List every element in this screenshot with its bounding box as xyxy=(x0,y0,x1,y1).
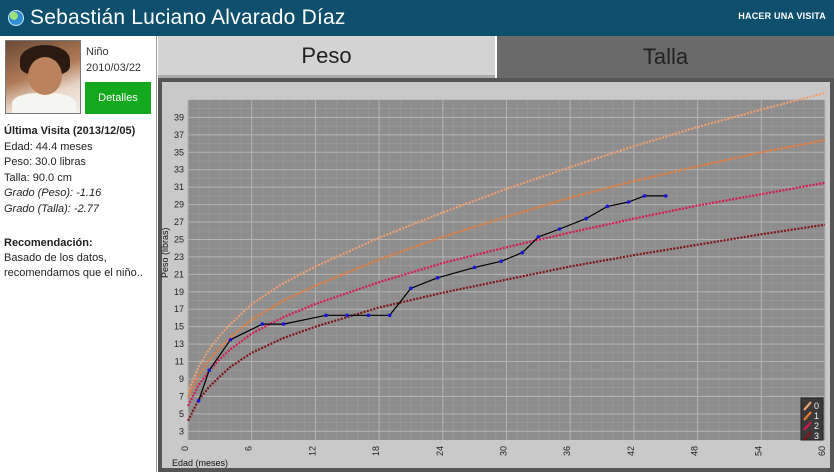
y-tick-label: 19 xyxy=(174,287,184,297)
y-tick-label: 37 xyxy=(174,130,184,140)
patient-data-point xyxy=(228,337,233,342)
y-tick-label: 31 xyxy=(174,182,184,192)
y-tick-label: 7 xyxy=(179,391,184,401)
chart-panel: 3 5 7 9 11 13 15 17 19 21 23 25 27 29 31 33 35 37 39 0 6 12 18… xyxy=(158,78,834,472)
last-visit-info: Última Visita (2013/12/05) Edad: 44.4 me… xyxy=(4,124,154,217)
tab-talla[interactable]: Talla xyxy=(497,36,834,78)
y-tick-label: 25 xyxy=(174,234,184,244)
x-tick-label: 36 xyxy=(562,446,572,456)
x-tick-label: 24 xyxy=(435,446,445,456)
y-tick-label: 29 xyxy=(174,200,184,210)
patient-data-point xyxy=(345,313,350,318)
y-tick-label: 17 xyxy=(174,304,184,314)
y-tick-label: 35 xyxy=(174,147,184,157)
patient-data-point xyxy=(520,250,525,255)
percentile-line-3 xyxy=(187,223,826,422)
globe-icon xyxy=(8,10,24,26)
patient-sidebar: Niño 2010/03/22 Detalles Última Visita (… xyxy=(0,36,157,472)
recommendation-title: Recomendación: xyxy=(4,237,93,249)
new-visit-button[interactable]: HACER UNA VISITA xyxy=(738,11,826,21)
y-tick-label: 23 xyxy=(174,252,184,262)
x-tick-label: 60 xyxy=(817,446,827,456)
x-tick-label: 48 xyxy=(690,446,700,456)
height-text: Talla: 90.0 cm xyxy=(4,171,72,184)
y-tick-label: 27 xyxy=(174,217,184,227)
patient-data-point xyxy=(557,227,562,231)
percentile-line-2 xyxy=(187,181,826,407)
legend-swatch-3 xyxy=(803,431,812,441)
legend-label-2: 2 xyxy=(814,421,819,431)
details-button[interactable]: Detalles xyxy=(85,82,151,114)
patient-data-point xyxy=(260,322,265,326)
y-tick-label: 39 xyxy=(174,112,184,122)
y-tick-label: 5 xyxy=(179,409,184,419)
legend-label-3: 3 xyxy=(814,431,819,441)
patient-data-point xyxy=(324,313,328,318)
patient-gender: Niño xyxy=(86,46,109,58)
y-tick-label: 9 xyxy=(179,374,184,384)
patient-data-point xyxy=(605,204,610,209)
y-tick-label: 21 xyxy=(174,269,184,279)
photo-shirt-shape xyxy=(12,93,76,113)
legend-swatch-2 xyxy=(803,421,812,431)
legend-label-1: 1 xyxy=(814,411,819,421)
percentile-line-1 xyxy=(187,139,826,398)
patient-data-point xyxy=(536,235,541,239)
tab-peso[interactable]: Peso xyxy=(158,36,495,78)
patient-data-point xyxy=(387,313,392,318)
patient-data-point xyxy=(435,276,440,280)
x-axis-label: Edad (meses) xyxy=(172,458,228,468)
patient-data-point xyxy=(409,286,413,291)
y-tick-label: 13 xyxy=(174,339,184,349)
patient-data-point xyxy=(584,216,588,221)
y-tick-label: 15 xyxy=(174,322,184,332)
top-bar: Sebastián Luciano Alvarado Díaz HACER UN… xyxy=(0,0,834,36)
patient-dob: 2010/03/22 xyxy=(86,62,142,74)
grade-height-text: Grado (Talla): -2.77 xyxy=(4,202,99,215)
recommendation-text: Basado de los datos, recomendamos que el… xyxy=(4,252,143,279)
patient-data-point xyxy=(366,313,371,318)
photo-face-shape xyxy=(28,57,62,95)
patient-data-point xyxy=(472,265,477,270)
recommendation: Recomendación: Basado de los datos, reco… xyxy=(4,236,154,281)
x-tick-label: 0 xyxy=(180,446,190,451)
patient-data-point xyxy=(207,368,212,373)
x-tick-label: 30 xyxy=(499,446,509,456)
last-visit-title: Última Visita (2013/12/05) xyxy=(4,125,136,137)
x-tick-label: 12 xyxy=(307,446,317,456)
patient-photo xyxy=(5,40,81,114)
age-text: Edad: 44.4 meses xyxy=(4,140,93,153)
x-tick-label: 54 xyxy=(753,446,763,456)
legend-swatch-0 xyxy=(803,401,812,411)
x-tick-label: 18 xyxy=(371,446,381,456)
x-tick-label: 6 xyxy=(244,446,254,451)
y-axis-label: Peso (libras) xyxy=(160,227,170,278)
weight-text: Peso: 30.0 libras xyxy=(4,156,86,168)
y-tick-label: 33 xyxy=(174,165,184,175)
legend-label-0: 0 xyxy=(814,401,819,411)
grade-weight-text: Grado (Peso): -1.16 xyxy=(4,187,102,199)
patient-data-point xyxy=(642,194,647,198)
patient-data-point xyxy=(196,398,201,403)
patient-name: Sebastián Luciano Alvarado Díaz xyxy=(30,6,346,29)
patient-data-point xyxy=(499,259,503,264)
patient-data-point xyxy=(626,200,631,204)
y-tick-label: 11 xyxy=(175,357,184,367)
percentile-line-0 xyxy=(186,91,826,393)
patient-data-point xyxy=(663,194,668,198)
x-tick-label: 42 xyxy=(626,446,636,456)
patient-data-point xyxy=(281,322,286,326)
legend-swatch-1 xyxy=(803,411,812,421)
y-tick-label: 3 xyxy=(179,426,184,436)
